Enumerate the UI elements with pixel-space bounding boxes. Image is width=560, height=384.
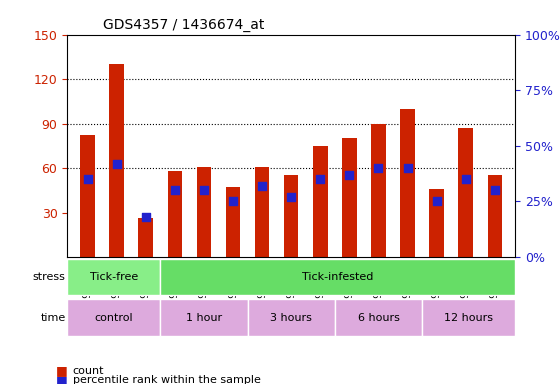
Text: GDS4357 / 1436674_at: GDS4357 / 1436674_at <box>103 18 264 32</box>
Text: stress: stress <box>33 272 66 282</box>
Bar <box>167 171 182 257</box>
Text: percentile rank within the sample: percentile rank within the sample <box>73 375 260 384</box>
FancyBboxPatch shape <box>67 259 160 295</box>
FancyBboxPatch shape <box>422 300 515 336</box>
Point <box>316 176 325 182</box>
Bar <box>138 218 153 257</box>
Text: 3 hours: 3 hours <box>270 313 312 323</box>
Point <box>374 165 383 171</box>
Bar <box>400 109 415 257</box>
Point <box>461 176 470 182</box>
FancyBboxPatch shape <box>160 259 515 295</box>
Bar <box>255 167 269 257</box>
Point <box>83 176 92 182</box>
FancyBboxPatch shape <box>335 300 422 336</box>
Text: control: control <box>95 313 133 323</box>
Point <box>199 187 208 194</box>
Text: Tick-free: Tick-free <box>90 272 138 282</box>
Bar <box>371 124 386 257</box>
Text: 12 hours: 12 hours <box>444 313 493 323</box>
Point <box>228 199 237 205</box>
Point <box>403 165 412 171</box>
Bar <box>80 136 95 257</box>
FancyBboxPatch shape <box>160 300 248 336</box>
FancyBboxPatch shape <box>248 300 335 336</box>
Bar <box>284 175 298 257</box>
Bar <box>226 187 240 257</box>
Point <box>258 183 267 189</box>
Bar <box>430 189 444 257</box>
Point <box>112 161 121 167</box>
Point <box>141 214 150 220</box>
Text: ■: ■ <box>56 364 68 377</box>
Point <box>287 194 296 200</box>
Point <box>432 199 441 205</box>
FancyBboxPatch shape <box>67 300 160 336</box>
Text: Tick-infested: Tick-infested <box>302 272 374 282</box>
Bar <box>459 128 473 257</box>
Text: count: count <box>73 366 104 376</box>
Bar <box>488 175 502 257</box>
Point <box>170 187 179 194</box>
Text: 6 hours: 6 hours <box>357 313 399 323</box>
Bar <box>313 146 328 257</box>
Text: ■: ■ <box>56 374 68 384</box>
Bar <box>197 167 211 257</box>
Bar <box>109 64 124 257</box>
Text: 1 hour: 1 hour <box>186 313 222 323</box>
Text: time: time <box>40 313 66 323</box>
Bar <box>342 138 357 257</box>
Point <box>345 172 354 178</box>
Point <box>491 187 500 194</box>
